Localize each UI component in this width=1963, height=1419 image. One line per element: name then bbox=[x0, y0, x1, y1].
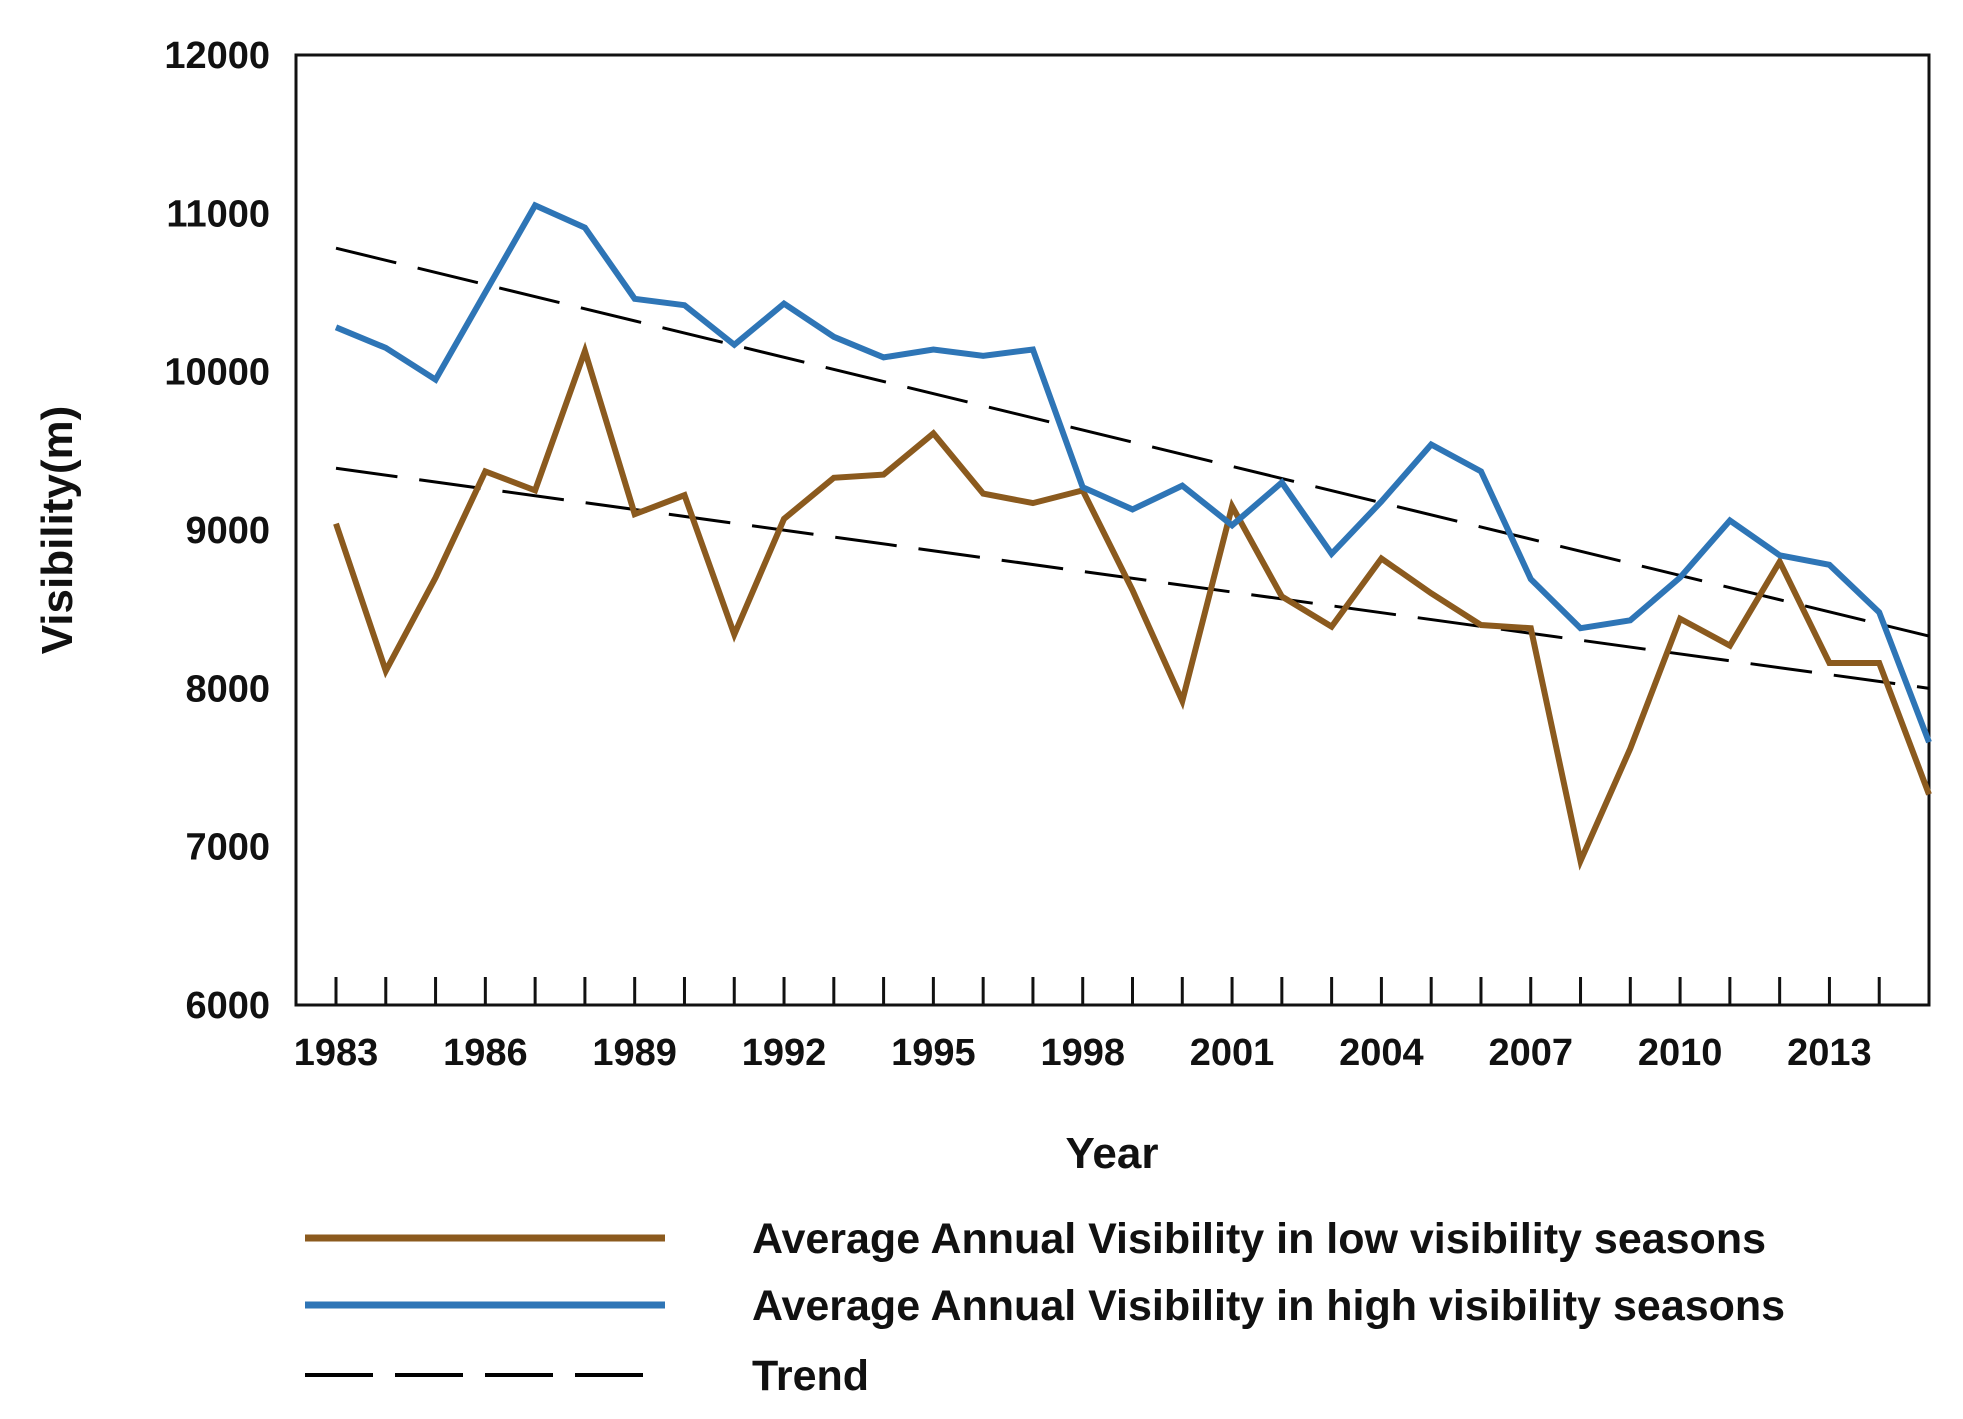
trend-line bbox=[335, 466, 1930, 690]
y-tick-label: 6000 bbox=[185, 985, 270, 1027]
y-tick-label: 12000 bbox=[164, 35, 270, 77]
legend-label: Average Annual Visibility in low visibil… bbox=[752, 1215, 1766, 1263]
series-line-high-visibility bbox=[334, 201, 1932, 744]
series-line-low-visibility bbox=[333, 341, 1932, 871]
legend-label: Trend bbox=[752, 1352, 869, 1400]
x-tick-label: 1992 bbox=[742, 1032, 827, 1074]
x-tick-label: 2004 bbox=[1339, 1032, 1424, 1074]
y-tick-label: 9000 bbox=[185, 510, 270, 552]
x-tick-label: 2001 bbox=[1190, 1032, 1275, 1074]
x-tick-label: 2010 bbox=[1638, 1032, 1723, 1074]
y-tick-label: 7000 bbox=[185, 827, 270, 869]
legend: Average Annual Visibility in low visibil… bbox=[305, 1215, 1785, 1400]
x-tick-label: 1989 bbox=[592, 1032, 677, 1074]
plot-frame bbox=[294, 53, 1931, 1007]
y-tick-label: 8000 bbox=[185, 668, 270, 710]
y-axis-title: Visibility(m) bbox=[33, 406, 82, 655]
legend-label: Average Annual Visibility in high visibi… bbox=[752, 1282, 1785, 1330]
x-tick-label: 1983 bbox=[294, 1032, 379, 1074]
trend-line bbox=[335, 246, 1930, 638]
x-axis-title: Year bbox=[1066, 1129, 1159, 1178]
x-tick-label: 2013 bbox=[1787, 1032, 1872, 1074]
x-tick-label: 1986 bbox=[443, 1032, 528, 1074]
x-tick-label: 1998 bbox=[1040, 1032, 1125, 1074]
y-tick-label: 11000 bbox=[166, 193, 270, 235]
x-tick-label: 2007 bbox=[1488, 1032, 1573, 1074]
y-tick-label: 10000 bbox=[164, 352, 270, 394]
x-tick-label: 1995 bbox=[891, 1032, 976, 1074]
